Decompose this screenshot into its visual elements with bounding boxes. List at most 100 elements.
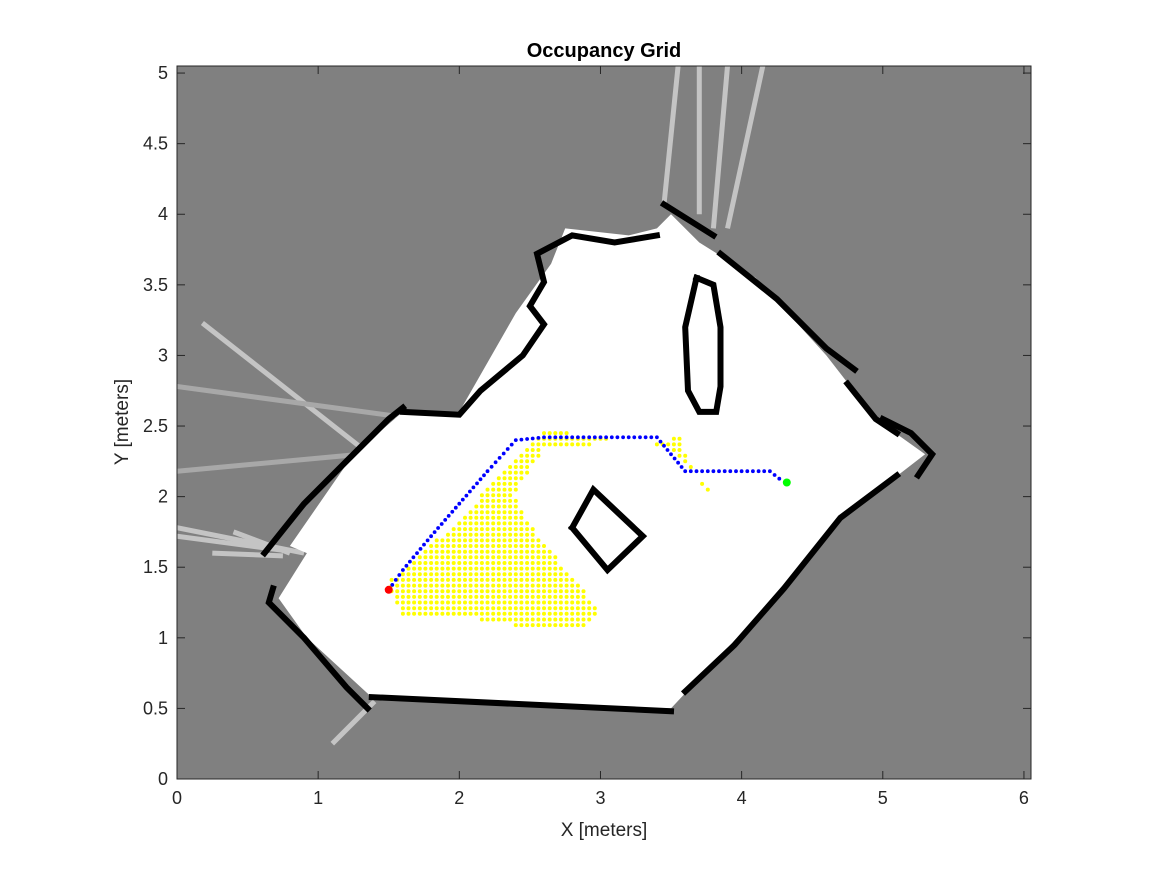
explored-node [463,594,467,599]
explored-node [434,600,439,605]
explored-node [446,594,450,599]
explored-node [395,583,400,588]
explored-node [423,611,428,616]
explored-node [474,606,479,611]
y-tick-label: 3.5 [143,275,168,295]
explored-node [451,606,456,611]
explored-node [519,453,524,458]
explored-node [474,555,479,560]
planned-path [386,435,782,592]
explored-node [570,611,575,616]
explored-node [502,594,507,599]
explored-node [553,431,558,436]
explored-node [677,453,682,458]
explored-node [434,594,439,599]
explored-node [440,611,445,616]
explored-node [542,561,546,565]
path-point [450,509,455,514]
explored-node [513,572,518,577]
explored-node [525,465,530,469]
explored-node [457,521,462,526]
explored-node [513,617,518,622]
explored-node [558,442,563,447]
explored-node [683,453,688,458]
path-point [717,469,721,474]
explored-node [513,623,518,628]
explored-node [479,544,484,548]
explored-node [412,600,417,605]
explored-node [547,583,552,588]
explored-node [536,442,541,447]
explored-node [542,566,546,571]
path-point [530,436,535,441]
explored-node [558,611,563,616]
axes-box [176,65,1032,780]
explored-node [525,583,530,588]
explored-node [479,493,484,498]
explored-node [525,577,530,582]
explored-node [451,577,456,582]
explored-node [502,476,507,481]
explored-node [536,544,541,548]
path-point [425,538,430,543]
explored-node [468,606,473,611]
path-point [700,469,704,474]
explored-node [485,561,490,565]
sensor-rays [177,66,766,746]
explored-node [525,527,530,532]
explored-node [457,544,462,548]
explored-node [485,510,490,515]
path-point [734,469,738,474]
explored-node [468,532,473,537]
explored-node [547,577,552,582]
explored-node [429,561,434,565]
explored-node [564,442,569,447]
explored-node [502,617,507,622]
explored-node [479,561,484,565]
path-point [411,555,416,560]
explored-node [429,555,434,560]
x-axis-label: X [meters] [561,820,648,841]
y-tick-label: 3 [158,345,168,365]
explored-node [479,572,484,577]
path-point [772,473,777,477]
explored-node [502,544,507,548]
explored-node [474,600,479,605]
explored-node [468,561,473,565]
path-point [598,435,603,440]
explored-node [485,487,490,492]
wall-segment [567,484,648,575]
explored-node [508,555,513,560]
explored-node [519,515,524,520]
explored-node [705,487,710,492]
explored-node [434,549,439,554]
path-point [705,469,710,474]
explored-node [434,566,439,571]
explored-node [536,594,541,599]
explored-node [451,549,456,554]
explored-node [491,487,496,492]
explored-node [513,561,518,565]
explored-node [474,577,479,582]
explored-node [513,532,518,537]
explored-node [429,611,434,616]
path-point [632,435,637,440]
path-point [688,469,693,474]
explored-node [513,527,518,532]
explored-node [542,544,546,548]
explored-node [519,459,524,464]
explored-node [525,600,530,605]
explored-node [406,600,411,605]
explored-node [406,589,411,594]
explored-node [530,527,535,532]
explored-node [525,532,530,537]
explored-node [542,623,546,628]
x-tick-label: 2 [454,788,464,808]
explored-node [530,572,535,577]
explored-node [508,532,513,537]
explored-node [553,577,558,582]
explored-node [479,577,484,582]
explored-node [485,493,490,498]
path-point [751,469,755,474]
explored-node [474,521,479,526]
